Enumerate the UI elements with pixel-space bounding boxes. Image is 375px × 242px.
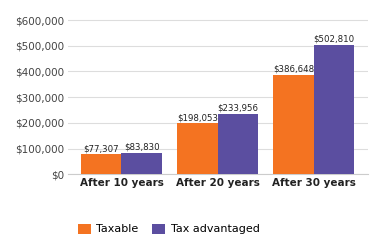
Bar [217,114,258,174]
Bar [273,75,314,174]
Bar [177,123,218,174]
Text: $83,830: $83,830 [124,143,159,151]
Bar [314,45,354,174]
Text: $233,956: $233,956 [217,104,258,113]
Text: $77,307: $77,307 [84,144,119,153]
Text: $386,648: $386,648 [273,65,314,74]
Bar [122,153,162,174]
Text: $502,810: $502,810 [313,35,354,44]
Text: $198,053: $198,053 [177,113,218,122]
Legend: Taxable, Tax advantaged: Taxable, Tax advantaged [73,219,264,239]
Bar [81,154,122,174]
